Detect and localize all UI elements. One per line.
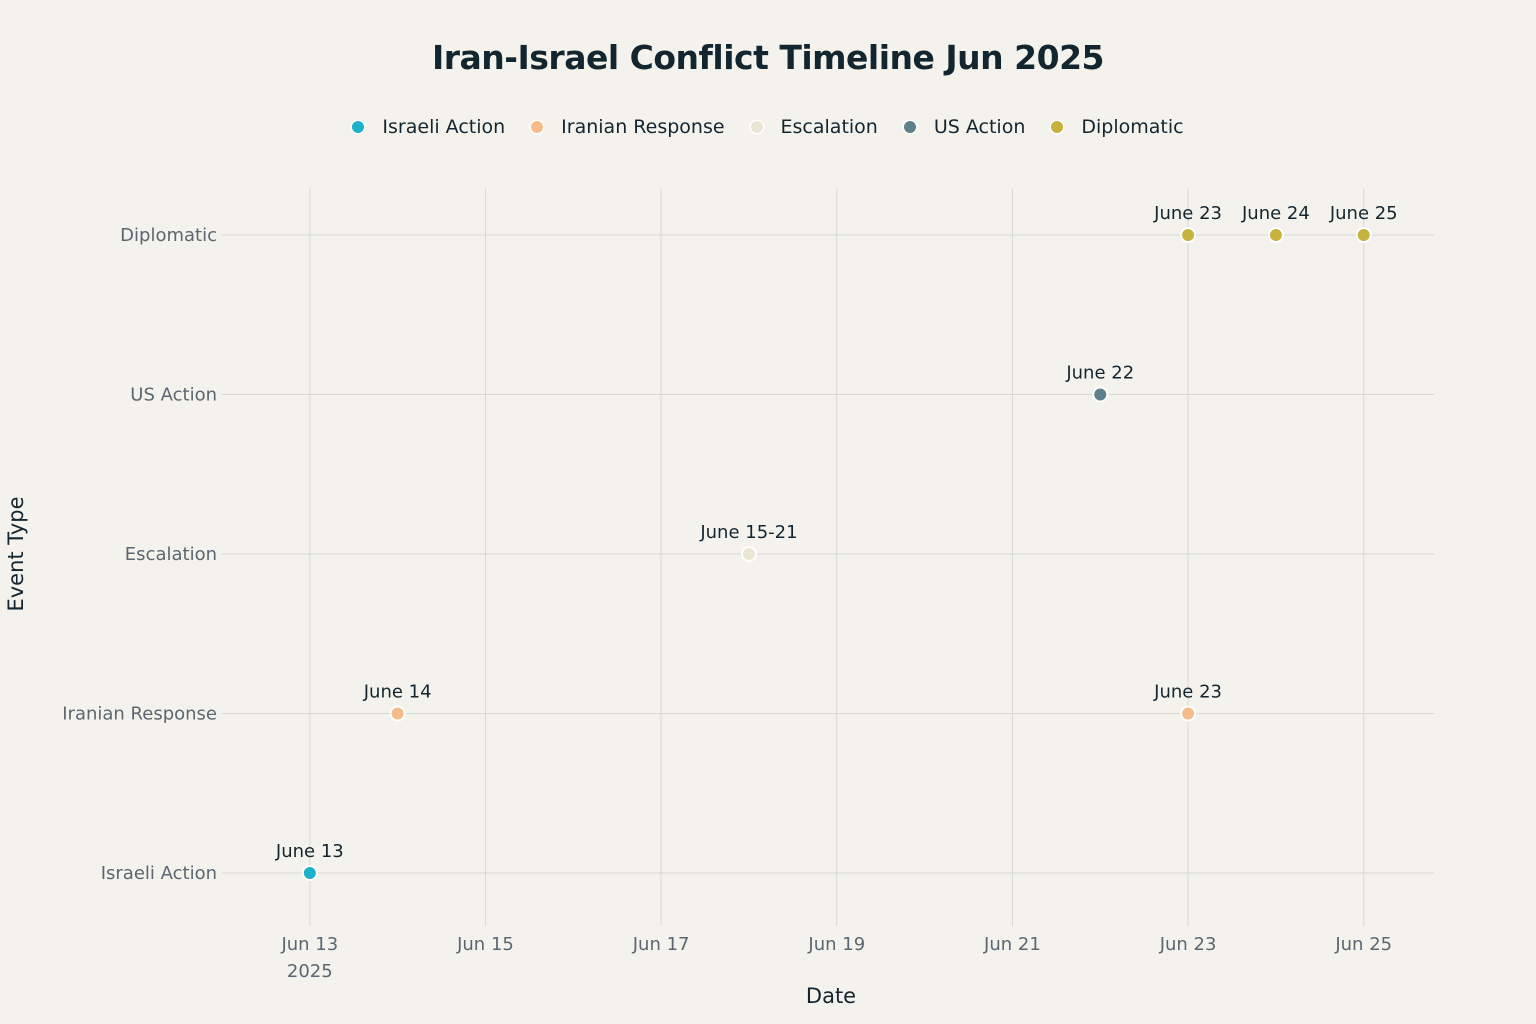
- y-tick-label: Escalation: [125, 544, 217, 565]
- y-tick-label: US Action: [130, 385, 217, 406]
- x-tick-label: Jun 21: [983, 934, 1041, 955]
- legend-swatch: [903, 121, 916, 133]
- legend-item-israeli-action[interactable]: Israeli Action: [352, 116, 505, 138]
- x-tick-label: Jun 23: [1159, 934, 1217, 955]
- legend-item-iranian-response[interactable]: Iranian Response: [531, 116, 725, 138]
- legend: Israeli Action Iranian Response Escalati…: [0, 116, 1536, 138]
- x-tick-sublabel: 2025: [287, 961, 333, 982]
- data-label: June 15-21: [699, 522, 797, 543]
- y-tick-label: Israeli Action: [101, 863, 217, 884]
- legend-swatch: [1051, 121, 1064, 133]
- data-point: [1180, 705, 1197, 722]
- data-label: June 13: [275, 841, 344, 862]
- data-label: June 25: [1329, 203, 1398, 224]
- data-point: [1355, 227, 1372, 243]
- legend-item-diplomatic[interactable]: Diplomatic: [1051, 116, 1184, 138]
- legend-label: Escalation: [780, 116, 878, 138]
- legend-label: Iranian Response: [561, 116, 725, 138]
- legend-swatch: [531, 121, 544, 133]
- x-tick-label: Jun 25: [1334, 934, 1392, 955]
- x-tick-label: Jun 13: [280, 934, 338, 955]
- y-tick-label: Diplomatic: [120, 225, 217, 246]
- legend-swatch: [750, 121, 763, 133]
- x-axis-title: Date: [805, 984, 857, 1008]
- data-label: June 22: [1065, 363, 1134, 384]
- data-label: June 14: [363, 682, 432, 703]
- data-point: [389, 705, 406, 722]
- data-label: June 23: [1153, 682, 1222, 703]
- data-point: [301, 865, 318, 881]
- x-tick-label: Jun 15: [456, 934, 514, 955]
- data-point: [1092, 386, 1109, 403]
- legend-swatch: [352, 121, 365, 133]
- data-label: June 23: [1153, 203, 1222, 224]
- data-label: June 24: [1241, 203, 1310, 224]
- data-point: [740, 546, 757, 562]
- data-point: [1180, 227, 1197, 243]
- legend-item-escalation[interactable]: Escalation: [750, 116, 878, 138]
- legend-label: US Action: [933, 116, 1026, 138]
- x-tick-label: Jun 17: [632, 934, 690, 955]
- y-axis-title: Event Type: [4, 496, 28, 612]
- x-tick-label: Jun 19: [807, 934, 865, 955]
- chart-title: Iran-Israel Conflict Timeline Jun 2025: [431, 38, 1105, 77]
- legend-label: Israeli Action: [382, 116, 506, 138]
- y-tick-label: Iranian Response: [62, 704, 217, 725]
- legend-label: Diplomatic: [1081, 116, 1184, 138]
- data-point: [1267, 227, 1284, 243]
- legend-item-us-action[interactable]: US Action: [903, 116, 1026, 138]
